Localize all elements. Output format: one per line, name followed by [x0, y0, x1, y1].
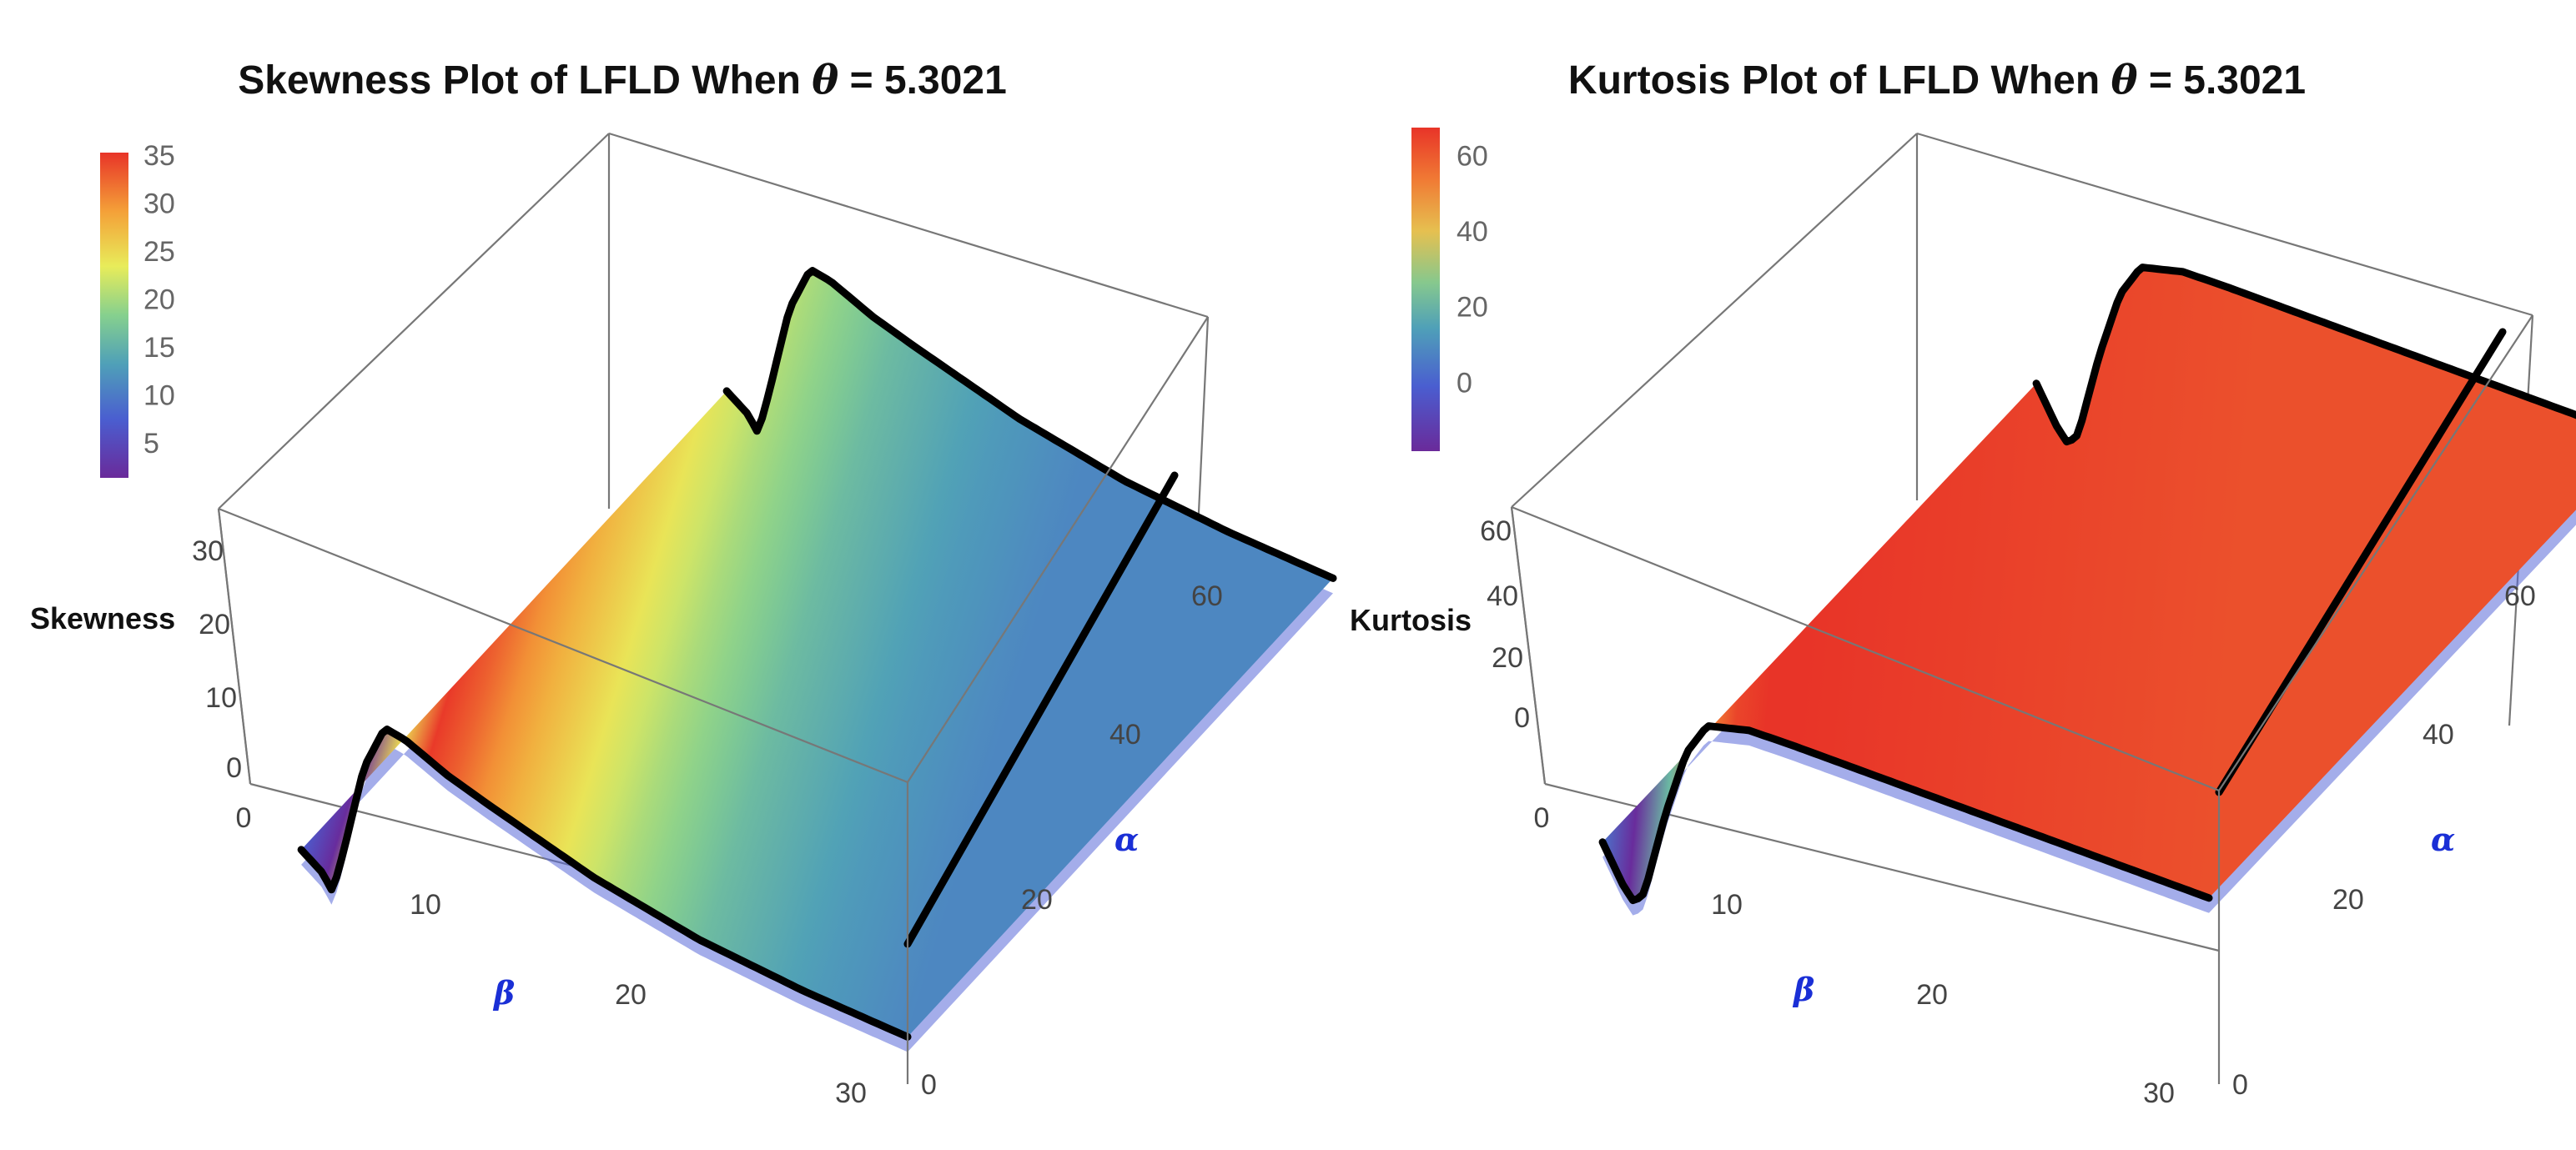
axes: 0 10 20 30 0 20 40 60 0 20 40 60 Kurtosi…	[1350, 515, 2536, 1109]
y-tick: 20	[2332, 884, 2364, 916]
colorbar-tick: 5	[143, 428, 159, 459]
y-tick: 60	[2504, 580, 2536, 612]
colorbar-tick: 10	[143, 379, 175, 411]
colorbar-tick: 30	[143, 188, 175, 219]
z-tick: 30	[192, 535, 224, 567]
x-tick: 0	[1534, 802, 1550, 834]
skewness-panel: Skewness Plot of LFLD When θ = 5.3021 5 1…	[30, 57, 1337, 1109]
chart-title: Kurtosis Plot of LFLD When θ = 5.3021	[1568, 57, 2306, 103]
x-tick: 20	[1916, 979, 1948, 1011]
colorbar-tick: 40	[1457, 216, 1488, 248]
colorbar-tick: 0	[1457, 367, 1472, 399]
surface-sheet	[301, 270, 1334, 1037]
surface	[1598, 264, 2576, 916]
surface-front-edge	[1598, 722, 2213, 905]
y-tick: 40	[2423, 719, 2454, 751]
y-tick: 0	[921, 1069, 937, 1101]
kurtosis-panel: Kurtosis Plot of LFLD When θ = 5.3021 0 2…	[1350, 57, 2576, 1109]
colorbar-tick: 35	[143, 140, 175, 172]
surface-right-edge	[2215, 328, 2507, 796]
y-tick: 60	[1191, 580, 1223, 612]
y-axis-label: α	[1114, 821, 1139, 858]
x-tick: 20	[615, 979, 647, 1011]
axes: 0 10 20 30 0 20 40 60 0 10 20 30 Skewnes…	[30, 535, 1223, 1109]
x-tick: 30	[2143, 1077, 2175, 1109]
z-tick: 20	[199, 609, 230, 640]
colorbar-tick: 15	[143, 332, 175, 364]
chart-title: Skewness Plot of LFLD When θ = 5.3021	[238, 57, 1007, 103]
z-tick: 10	[205, 682, 237, 714]
y-tick: 0	[2232, 1069, 2248, 1101]
colorbar	[1411, 128, 1440, 451]
colorbar-tick: 20	[1457, 292, 1488, 324]
y-axis-label: α	[2431, 821, 2455, 858]
z-tick: 60	[1480, 515, 1512, 547]
colorbar-ticks: 5 10 15 20 25 30 35	[143, 140, 175, 459]
colorbar-ticks: 0 20 40 60	[1457, 140, 1488, 399]
colorbar-tick: 20	[143, 284, 175, 315]
surface	[297, 267, 1337, 1052]
z-tick: 0	[1514, 702, 1530, 734]
z-tick: 40	[1487, 580, 1518, 612]
z-tick: 20	[1492, 642, 1523, 674]
bounding-box-front	[217, 316, 1209, 1084]
x-tick: 10	[1711, 889, 1743, 921]
colorbar-tick: 25	[143, 236, 175, 268]
z-axis-label: Skewness	[30, 601, 175, 635]
y-tick: 40	[1109, 719, 1141, 751]
x-axis-label: β	[1792, 971, 1814, 1008]
colorbar-tick: 60	[1457, 140, 1488, 172]
z-tick: 0	[226, 752, 242, 784]
colorbar	[100, 153, 128, 478]
surface-back-edge	[2032, 264, 2576, 446]
z-axis-label: Kurtosis	[1350, 603, 1472, 637]
x-tick: 0	[236, 802, 252, 834]
surface-front-edge	[297, 726, 912, 1041]
x-tick: 10	[410, 889, 441, 921]
surface-back-edge	[722, 267, 1337, 582]
bounding-box-front	[1510, 314, 2533, 1084]
surface-right-edge	[903, 471, 1179, 948]
x-tick: 30	[835, 1077, 867, 1109]
y-tick: 20	[1021, 884, 1053, 916]
x-axis-label: β	[492, 974, 515, 1012]
surface-sheet	[1602, 267, 2576, 901]
